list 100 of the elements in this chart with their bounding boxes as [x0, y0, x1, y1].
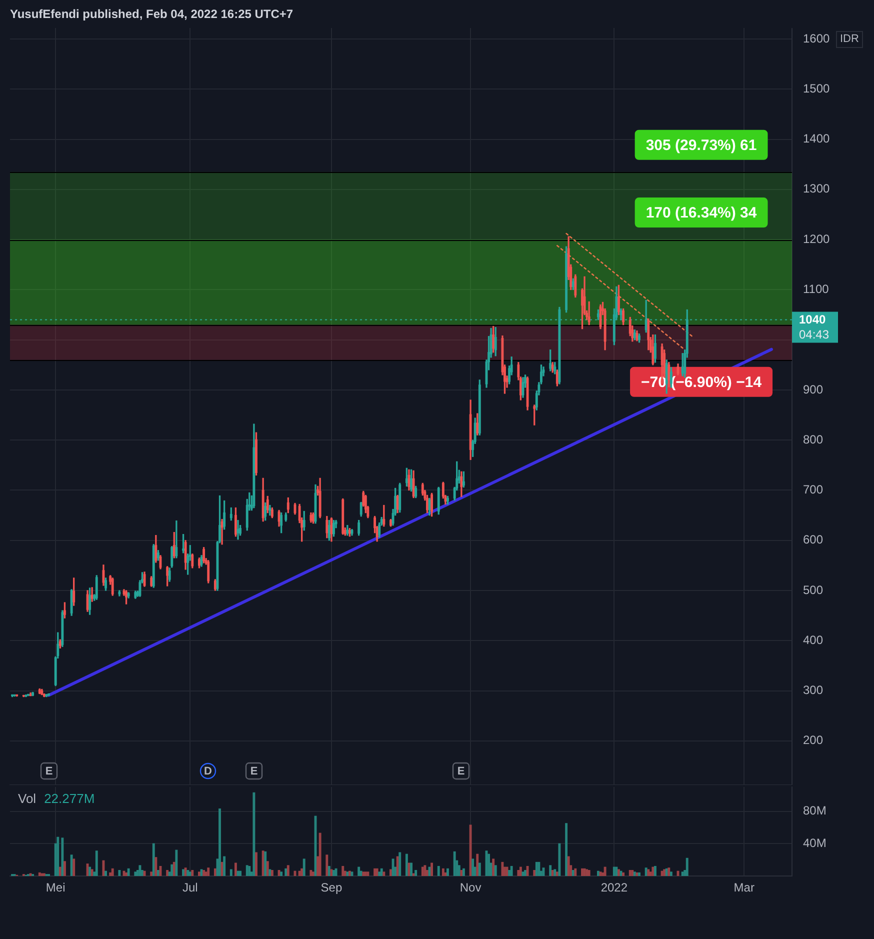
bar: [334, 868, 338, 876]
bar: [326, 854, 328, 876]
bar: [252, 792, 256, 876]
bar: [517, 870, 520, 876]
bar: [170, 864, 174, 876]
bar: [175, 850, 178, 876]
candlestick: [48, 693, 50, 696]
bar: [88, 866, 92, 876]
bar: [410, 862, 412, 876]
bar: [565, 823, 568, 876]
bar: [554, 869, 556, 876]
y-tick-label: 1400: [803, 132, 830, 146]
bar: [524, 870, 526, 876]
bar: [104, 870, 107, 876]
bar: [342, 866, 344, 876]
bar: [191, 870, 194, 876]
bar: [615, 866, 618, 876]
bar: [574, 868, 577, 876]
bar: [218, 808, 221, 876]
candlestick: [446, 496, 449, 505]
bar: [264, 851, 267, 876]
y-tick-label: 1200: [803, 232, 830, 246]
bar: [207, 868, 210, 876]
y-tick-label: 300: [803, 683, 824, 698]
x-tick-label: Nov: [460, 880, 482, 895]
bar: [102, 860, 105, 876]
bar: [382, 872, 386, 876]
y-tick-label: 900: [803, 382, 824, 396]
bar: [280, 872, 283, 876]
bar: [526, 866, 529, 876]
x-tick-label: Jul: [182, 880, 198, 895]
bar: [111, 868, 114, 876]
bar: [312, 872, 314, 876]
bar: [182, 869, 184, 876]
bar: [398, 852, 402, 876]
bar: [284, 868, 288, 876]
candlestick: [11, 694, 14, 698]
bar: [390, 869, 392, 876]
bar: [63, 861, 66, 876]
bar: [558, 843, 561, 876]
bar: [586, 869, 588, 876]
bar: [647, 869, 650, 876]
bar: [618, 869, 620, 876]
bar: [533, 870, 536, 876]
bar: [159, 866, 162, 876]
annotation: E: [457, 766, 465, 778]
bar: [510, 866, 513, 876]
annotation: E: [45, 766, 53, 778]
x-tick-label: Mei: [46, 880, 66, 895]
bar: [488, 854, 490, 876]
y-tick-label: 800: [803, 432, 824, 446]
candlestick: [125, 590, 128, 604]
x-tick-label: Mar: [734, 880, 754, 895]
bar: [670, 872, 672, 876]
y-tick-label: 1600: [803, 31, 830, 46]
bar: [300, 868, 304, 876]
candlestick: [332, 520, 335, 537]
bar: [255, 852, 258, 876]
bar: [522, 872, 524, 876]
bar: [636, 872, 638, 876]
bar: [494, 865, 497, 876]
bar: [286, 865, 290, 876]
bar: [581, 868, 584, 876]
bar: [239, 870, 242, 876]
bar: [596, 870, 600, 876]
y-tick-label: 600: [803, 532, 824, 547]
candlestick: [410, 469, 412, 492]
bar: [414, 870, 418, 876]
chart-title: YusufEfendi published, Feb 04, 2022 16:25 UTC+7: [10, 7, 294, 21]
bar: [266, 861, 269, 876]
bar: [302, 858, 306, 876]
bar: [95, 850, 98, 876]
y-axis-title: IDR: [836, 31, 863, 48]
bar: [248, 866, 251, 876]
bar: [230, 869, 232, 876]
bar: [56, 836, 60, 876]
bar: [668, 868, 670, 876]
band-label: 170 (16.34%) 34: [646, 204, 758, 222]
bar: [61, 838, 64, 876]
y-tick-label: 80M: [803, 804, 826, 818]
candlestick: [198, 558, 200, 568]
bar: [310, 870, 312, 876]
bar: [478, 862, 481, 876]
bar: [501, 862, 504, 876]
bar: [125, 872, 128, 876]
candlestick: [27, 694, 30, 696]
bar: [424, 865, 426, 876]
bar: [476, 854, 479, 876]
x-tick-label: 2022: [600, 880, 628, 895]
annotation: 22.277M: [44, 791, 95, 806]
bar: [472, 858, 474, 876]
bar: [492, 858, 495, 876]
y-tick-label: 700: [803, 482, 824, 497]
bar: [588, 870, 590, 876]
bar: [332, 870, 335, 876]
bar: [40, 873, 44, 876]
bar: [118, 870, 121, 876]
y-tick-label: 1500: [803, 81, 830, 96]
y-tick-label: 1100: [803, 282, 830, 296]
bar: [42, 873, 46, 876]
